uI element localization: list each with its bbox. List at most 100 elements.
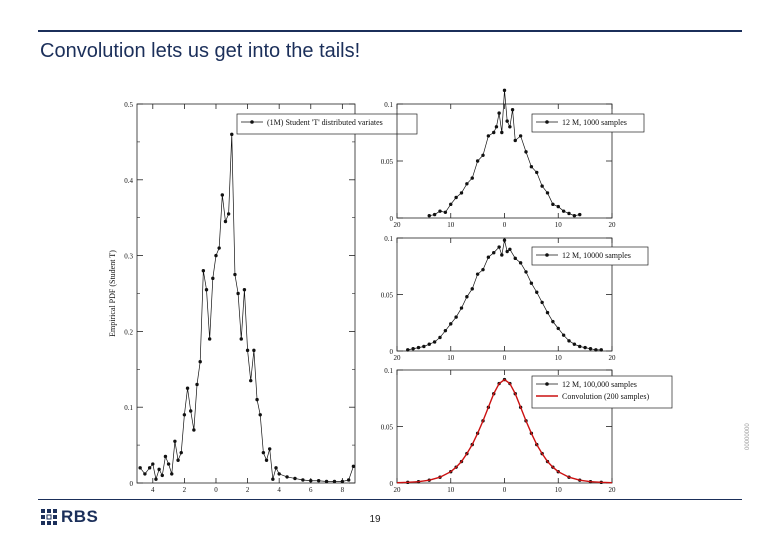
chart1-series-1-point: [233, 272, 237, 277]
chart3-series-1-point: [427, 342, 431, 346]
chart1-series-1-point: [157, 467, 161, 472]
chart1-series-1-point: [264, 458, 269, 462]
chart1-series-1-point: [277, 472, 281, 476]
chart2-series-1-point: [454, 195, 458, 200]
chart2-legend-marker: [545, 120, 549, 124]
chart3-series-1-point: [583, 345, 587, 350]
chart3-ytick-label: 0: [390, 348, 394, 356]
chart2-series-1-point: [500, 130, 504, 135]
chart1-ylabel: Empirical PDF (Student T): [108, 250, 117, 337]
chart1-ytick-label: 0.5: [124, 101, 133, 109]
chart1-series-1-point: [258, 413, 262, 417]
chart1-series-1-point: [163, 454, 168, 459]
chart1-series-1-point: [332, 479, 337, 484]
chart2-series-1-point: [502, 88, 507, 93]
page-number: 19: [369, 514, 381, 525]
chart1-series-1-point: [147, 466, 152, 470]
chart1-series-1-point: [198, 360, 202, 364]
chart4-series-2-line: [396, 378, 613, 484]
chart3-series-1-point: [524, 270, 528, 274]
chart2-series-1-point: [494, 125, 499, 129]
chart1-series-1-point: [207, 337, 212, 341]
chart1-series-1-point: [138, 466, 142, 470]
chart3-ytick-label: 0.1: [384, 235, 393, 243]
chart2-series-1-point: [497, 111, 501, 115]
chart2-series-1-point: [475, 159, 480, 163]
chart2-xtick-label: 20: [609, 221, 617, 229]
chart1-series-1-point: [226, 212, 231, 216]
chart3-series-1-point: [513, 256, 517, 261]
chart2-series-1-point: [561, 209, 566, 213]
chart2-series-1-point: [432, 212, 437, 217]
chart2-xtick-label: 20: [394, 221, 402, 229]
chart2-ytick-label: 0.1: [384, 101, 393, 109]
chart2-series-1-line: [429, 90, 580, 217]
chart2-series-1-point: [459, 191, 464, 195]
chart1-series-1-point: [143, 472, 147, 476]
chart3-legend-label: 12 M, 10000 samples: [562, 251, 631, 260]
slide-title: Convolution lets us get into the tails!: [40, 40, 361, 62]
chart1-series-1-point: [274, 466, 278, 470]
chart3-series-1-point: [486, 255, 491, 259]
chart1-series-1-point: [223, 219, 228, 224]
chart1-series-1-point: [346, 478, 351, 482]
chart3-ytick-label: 0.05: [381, 292, 394, 300]
chart3-xtick-label: 10: [555, 354, 563, 362]
chart4-ytick-label: 0.1: [384, 367, 393, 375]
chart3-series-1-point: [561, 333, 566, 337]
daisy-logo-icon: [41, 509, 57, 525]
chart2-xtick-label: 10: [447, 221, 455, 229]
side-code: 00000000: [745, 423, 751, 450]
chart1-series-1-point: [176, 458, 180, 462]
chart3-series-1-point: [551, 319, 555, 324]
chart2-legend-label: 12 M, 1000 samples: [562, 118, 627, 127]
chart3-series-1-point: [502, 238, 507, 242]
chart3-series-1-point: [500, 253, 504, 257]
chart1-series-1-point: [189, 409, 193, 413]
chart1-series-1-line: [139, 134, 354, 482]
chart1-xtick-label: 6: [309, 486, 313, 494]
logo-text: RBS: [61, 507, 99, 526]
chart1-series-1-point: [170, 472, 174, 476]
chart1-xtick-label: 4: [151, 486, 155, 494]
chart1-legend-box: [236, 113, 418, 135]
chart4-xtick-label: 10: [447, 486, 455, 494]
chart1-series-1-point: [293, 476, 297, 481]
chart3-series-1-point: [459, 306, 464, 310]
footer-rule: [38, 499, 742, 500]
chart1-series-1-point: [154, 477, 158, 481]
chart3-series-1-point: [567, 339, 571, 343]
chart3-series-1-point: [481, 267, 485, 272]
chart2-series-1-point: [465, 182, 469, 186]
chart3-legend-marker: [545, 253, 549, 257]
chart3-series-1-point: [449, 322, 453, 326]
chart1-series-1-point: [173, 439, 177, 444]
chart2-series-1-point: [486, 134, 491, 138]
chart3-series-1-point: [470, 287, 474, 291]
chart2-series-1-point: [518, 134, 523, 138]
chart1-xtick-label: 8: [341, 486, 345, 494]
chart1-series-1-point: [179, 450, 183, 455]
chart2-series-1-point: [427, 214, 431, 218]
chart3-series-1-point: [518, 261, 523, 265]
chart1-series-1-point: [160, 473, 164, 478]
chart2-series-1-point: [540, 184, 544, 188]
chart1-legend-marker: [250, 120, 254, 124]
chart2-series-1-point: [567, 211, 571, 216]
chart3-series-1-point: [594, 348, 598, 352]
chart4-legend-label: 12 M, 100,000 samples: [562, 380, 637, 389]
chart1-ytick-label: 0.4: [124, 177, 133, 185]
chart2-series-1-point: [551, 202, 555, 207]
chart3-xtick-label: 20: [609, 354, 617, 362]
chart3-series-1-point: [497, 245, 501, 249]
chart2-series-1-point: [513, 138, 517, 143]
chart2-ytick-label: 0: [390, 215, 394, 223]
chart3-series-1-point: [416, 345, 421, 350]
chart2-series-1-point: [505, 119, 509, 123]
chart2-series-1-point: [508, 125, 512, 129]
chart1-ytick-label: 0: [130, 480, 134, 488]
chart1-series-1-point: [230, 132, 234, 137]
chart4-xtick-label: 20: [394, 486, 402, 494]
chart1-ytick-label: 0.3: [124, 253, 133, 261]
